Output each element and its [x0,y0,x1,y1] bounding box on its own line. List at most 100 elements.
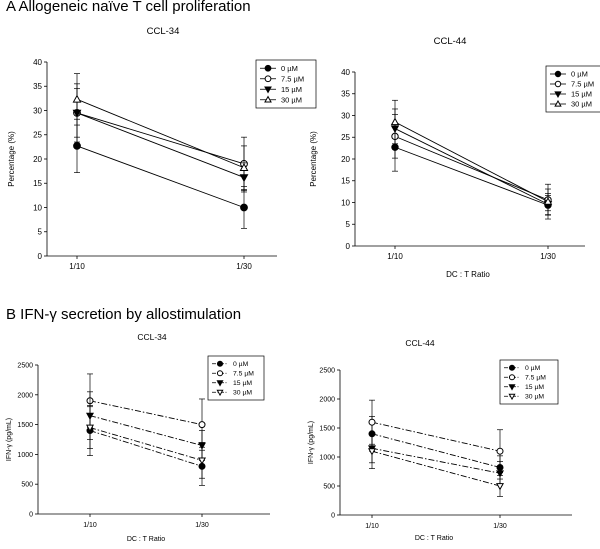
legend-label: 7.5 µM [281,74,304,83]
x-tick-label: 1/30 [493,523,507,530]
data-point [240,203,248,212]
y-tick-label: 25 [33,131,42,140]
y-tick-label: 35 [33,82,42,91]
series-2 [73,83,248,191]
series-line [394,135,549,201]
legend-marker [264,95,272,103]
series-1 [73,118,248,229]
chart-ccl34-proliferation: CCL-34 0 5 10 15 20 25 30 35 40 1/10 1/30 Percentage… [7,26,317,271]
chart-title: CCL-34 [147,26,180,37]
data-point [543,197,553,205]
y-tick-label: 15 [33,179,42,188]
y-tick-label: 1000 [17,452,33,459]
legend-label: 30 µM [525,394,544,401]
chart-title: CCL-44 [405,338,435,348]
series-line [394,128,549,205]
y-tick-label: 5 [38,228,43,237]
y-tick-label: 20 [341,155,350,164]
series-line [76,112,245,178]
chart-ccl44-proliferation: CCL-44 0 5 10 15 20 25 30 35 40 1/10 1/30 DC : T Rat… [309,36,600,279]
y-tick-label: 2000 [17,392,33,399]
y-tick-label: 15 [341,177,350,186]
legend-label: 30 µM [571,100,592,109]
legend-label: 15 µM [233,380,252,387]
legend-label: 15 µM [281,85,302,94]
series-line [76,112,245,165]
data-point [86,424,94,432]
y-tick-label: 10 [341,198,350,207]
legend-marker [554,99,562,107]
legend-label: 7.5 µM [525,375,546,382]
legend: 0 µM 7.5 µM 15 µM 30 µM [499,359,559,405]
y-tick-label: 25 [341,133,350,142]
series-2 [368,399,504,474]
y-tick-label: 40 [33,58,42,67]
legend-marker [554,91,562,99]
y-axis-label: IFN-γ (pg/mL) [6,418,13,461]
legend-marker [508,384,516,391]
data-point [368,418,376,426]
series-line [371,421,501,452]
legend-label: 15 µM [571,90,592,99]
legend-marker [508,374,516,381]
series-2 [391,114,552,212]
section-a-title: A Allogeneic naïve T cell proliferation [6,0,251,15]
series-4 [72,73,249,190]
data-point [496,447,504,455]
x-tick-label: 1/30 [195,522,209,529]
x-axis-label: DC : T Ratio [446,270,490,279]
data-point [496,470,504,478]
series-line [89,430,203,467]
series-line [371,447,501,474]
legend-label: 7.5 µM [233,371,254,378]
legend-marker [508,393,516,401]
legend-label: 0 µM [525,365,541,372]
x-tick-label: 1/10 [365,523,379,530]
data-point [72,94,82,103]
legend-marker [508,364,516,371]
data-point [198,457,206,465]
legend-marker [264,86,272,94]
y-tick-label: 500 [323,483,335,490]
y-axis-label: Percentage (%) [309,131,318,187]
data-point [239,162,249,171]
data-point [73,142,81,150]
chart-ccl34-ifn-gamma: CCL-34 0 500 1000 1500 2000 2500 1/10 1/30 DC : T… [6,332,270,543]
section-b-title: B IFN-γ secretion by allostimulation [6,306,242,323]
y-tick-label: 1500 [17,422,33,429]
y-tick-label: 20 [33,155,42,164]
y-tick-label: 2000 [319,396,335,403]
legend-marker [216,370,224,377]
series-line [394,146,549,206]
data-point [198,421,206,429]
y-tick-label: 40 [341,68,350,77]
legend-label: 0 µM [233,361,249,368]
data-point [496,483,504,491]
legend-label: 15 µM [525,384,544,391]
legend-marker [216,389,224,397]
legend-marker [264,64,272,72]
series-line [371,450,501,487]
series-4 [368,433,504,497]
y-tick-label: 5 [346,220,351,229]
y-axis-label: Percentage (%) [7,131,16,187]
series-1 [86,405,206,486]
chart-title: CCL-44 [434,36,467,47]
x-tick-label: 1/30 [236,262,252,271]
series-line [89,400,203,426]
y-tick-label: 0 [331,512,335,519]
y-tick-label: 30 [33,106,42,115]
y-tick-label: 500 [21,482,33,489]
series-line [76,98,245,169]
series-2 [86,373,206,451]
y-tick-label: 10 [33,203,42,212]
x-tick-label: 1/10 [387,252,403,261]
legend-label: 30 µM [281,95,302,104]
series-4 [86,406,206,479]
series-line [89,427,203,461]
x-tick-label: 1/30 [540,252,556,261]
x-tick-label: 1/10 [83,522,97,529]
